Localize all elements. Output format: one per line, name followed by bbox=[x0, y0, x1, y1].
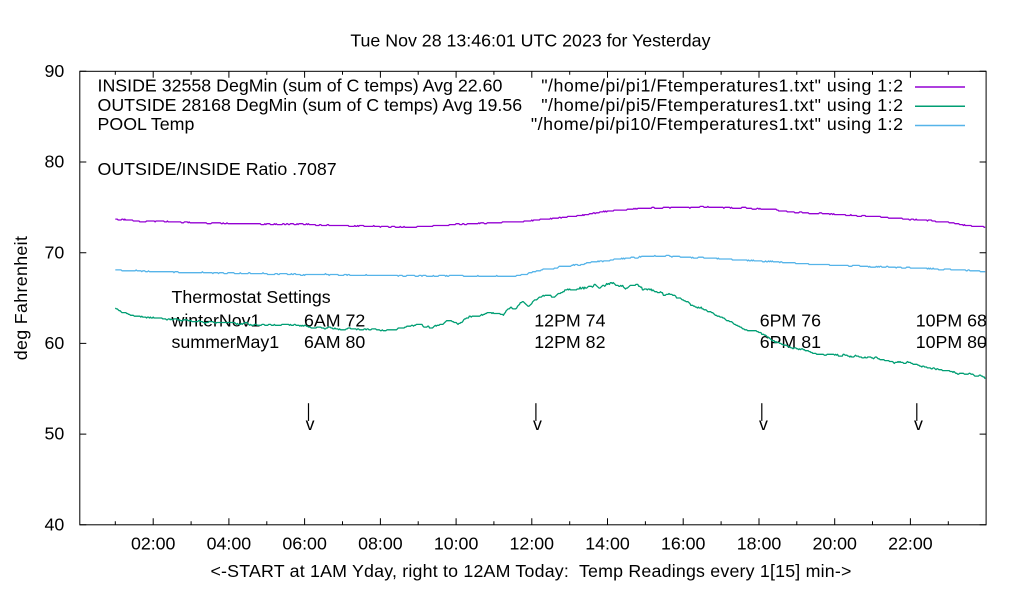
svg-text:Tue Nov 28 13:46:01 UTC 2023 f: Tue Nov 28 13:46:01 UTC 2023 for Yesterd… bbox=[350, 31, 710, 51]
svg-text:POOL Temp: POOL Temp bbox=[98, 114, 195, 134]
svg-text:v: v bbox=[914, 414, 923, 434]
svg-text:40: 40 bbox=[45, 514, 65, 534]
svg-text:INSIDE 32558 DegMin (sum of C: INSIDE 32558 DegMin (sum of C temps) Avg… bbox=[98, 76, 503, 96]
svg-text:20:00: 20:00 bbox=[812, 533, 857, 553]
svg-text:"/home/pi/pi10/Ftemperatures1.: "/home/pi/pi10/Ftemperatures1.txt" using… bbox=[531, 114, 904, 134]
svg-text:06:00: 06:00 bbox=[282, 533, 327, 553]
svg-text:10PM 80: 10PM 80 bbox=[916, 332, 987, 352]
svg-text:deg Fahrenheit: deg Fahrenheit bbox=[11, 236, 31, 361]
svg-text:OUTSIDE 28168 DegMin (sum of C: OUTSIDE 28168 DegMin (sum of C temps) Av… bbox=[98, 95, 523, 115]
svg-text:6AM 72: 6AM 72 bbox=[304, 311, 365, 331]
svg-text:08:00: 08:00 bbox=[358, 533, 403, 553]
svg-text:22:00: 22:00 bbox=[888, 533, 933, 553]
svg-text:6PM 76: 6PM 76 bbox=[760, 311, 821, 331]
svg-text:summerMay1: summerMay1 bbox=[172, 332, 280, 352]
svg-text:"/home/pi/pi1/Ftemperatures1.t: "/home/pi/pi1/Ftemperatures1.txt" using … bbox=[541, 76, 903, 96]
svg-text:02:00: 02:00 bbox=[131, 533, 176, 553]
svg-text:6PM 81: 6PM 81 bbox=[760, 332, 821, 352]
svg-text:"/home/pi/pi5/Ftemperatures1.t: "/home/pi/pi5/Ftemperatures1.txt" using … bbox=[541, 95, 903, 115]
svg-text:v: v bbox=[759, 414, 768, 434]
svg-text:10PM 68: 10PM 68 bbox=[916, 311, 987, 331]
svg-text:16:00: 16:00 bbox=[661, 533, 706, 553]
svg-text:<-START at 1AM Yday, right to: <-START at 1AM Yday, right to 12AM Today… bbox=[210, 561, 851, 581]
svg-text:90: 90 bbox=[45, 61, 65, 81]
svg-text:winterNov1: winterNov1 bbox=[171, 311, 261, 331]
svg-text:70: 70 bbox=[45, 242, 65, 262]
svg-text:OUTSIDE/INSIDE Ratio .7087: OUTSIDE/INSIDE Ratio .7087 bbox=[98, 159, 337, 179]
svg-text:04:00: 04:00 bbox=[207, 533, 252, 553]
svg-text:80: 80 bbox=[45, 152, 65, 172]
svg-text:12PM 74: 12PM 74 bbox=[534, 311, 605, 331]
svg-text:Thermostat Settings: Thermostat Settings bbox=[172, 287, 331, 307]
svg-text:v: v bbox=[306, 414, 315, 434]
svg-text:14:00: 14:00 bbox=[585, 533, 630, 553]
svg-text:12PM 82: 12PM 82 bbox=[534, 332, 605, 352]
svg-text:60: 60 bbox=[45, 333, 65, 353]
svg-text:12:00: 12:00 bbox=[510, 533, 555, 553]
svg-text:50: 50 bbox=[45, 424, 65, 444]
svg-text:6AM 80: 6AM 80 bbox=[304, 332, 365, 352]
svg-text:18:00: 18:00 bbox=[737, 533, 782, 553]
svg-text:10:00: 10:00 bbox=[434, 533, 479, 553]
svg-text:v: v bbox=[533, 414, 542, 434]
